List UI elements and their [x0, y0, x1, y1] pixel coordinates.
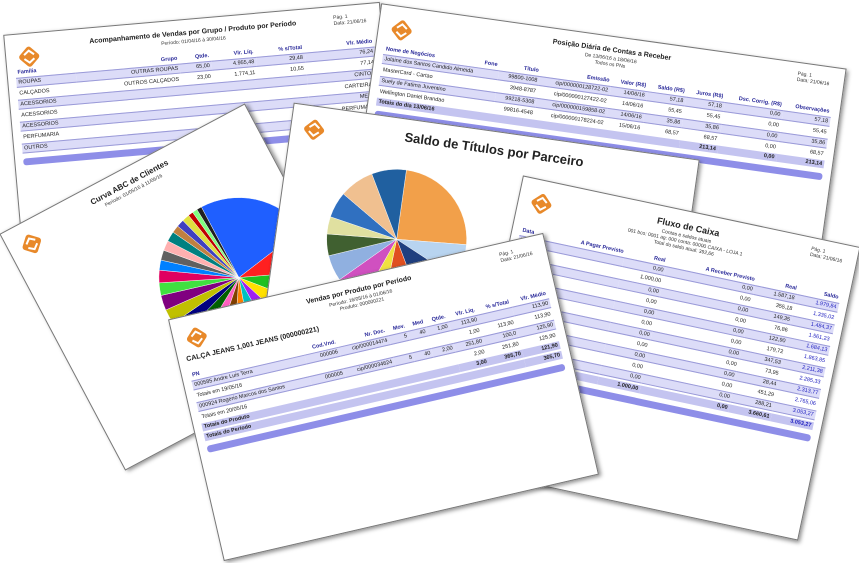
pie-slice [396, 169, 467, 245]
report-page: Pág. 1 Data: 21/06/16 Posição Diária de Co… [353, 3, 847, 267]
report-page: Pág. 1 Data: 21/06/16 Fluxo de Caixa Contas… [460, 175, 859, 541]
report-page: Pág. 1 Data: 21/06/16 Vendas por Produto p… [167, 232, 599, 562]
page-info: Pág. 1 Data: 21/06/16 [333, 12, 367, 26]
logo-lines [25, 237, 39, 251]
logo-shape [19, 46, 40, 67]
logo-lines [308, 122, 321, 137]
logo-lines [190, 330, 203, 345]
logo [22, 234, 42, 254]
logo [304, 119, 325, 140]
table-cell: 4.955,48 [211, 56, 257, 71]
table-cell: 65,00 [179, 60, 213, 74]
logo-shape [391, 20, 412, 41]
pie-slice [196, 206, 240, 278]
logo [391, 20, 412, 41]
logo-shape [186, 327, 207, 348]
table-cell: 23,00 [196, 73, 212, 81]
logo [531, 193, 551, 214]
pie-slice [371, 169, 407, 240]
logo-lines [534, 196, 548, 212]
logo-shape [531, 193, 551, 214]
logo [19, 46, 40, 67]
logo-lines [23, 48, 36, 64]
column-header: Qtde. [194, 52, 210, 60]
logo [186, 327, 207, 348]
logo-shape [22, 234, 42, 254]
report-page: Pág. 1 Data: 21/06/16 Acompanhamento de Ve… [3, 1, 397, 229]
logo-shape [304, 119, 325, 140]
logo-lines [395, 23, 408, 38]
